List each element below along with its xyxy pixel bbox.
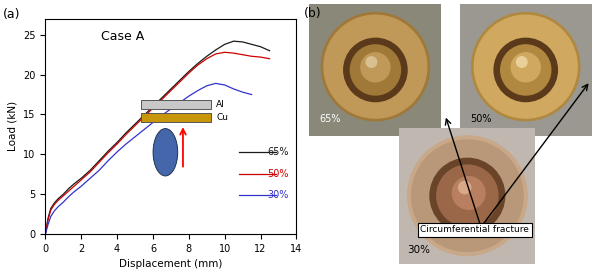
Circle shape xyxy=(361,53,390,82)
Text: 30%: 30% xyxy=(408,246,431,256)
Circle shape xyxy=(474,15,577,118)
Text: (b): (b) xyxy=(304,7,321,20)
FancyBboxPatch shape xyxy=(141,113,211,122)
Text: (a): (a) xyxy=(3,8,21,21)
Ellipse shape xyxy=(153,129,178,176)
Text: Circumferential fracture: Circumferential fracture xyxy=(420,225,529,235)
Text: Cu: Cu xyxy=(216,113,228,122)
X-axis label: Displacement (mm): Displacement (mm) xyxy=(119,259,223,269)
Y-axis label: Load (kN): Load (kN) xyxy=(8,101,18,151)
Text: 30%: 30% xyxy=(267,190,289,200)
Circle shape xyxy=(321,13,430,121)
Circle shape xyxy=(501,45,551,95)
Text: Al: Al xyxy=(216,100,225,109)
Circle shape xyxy=(453,177,485,209)
Text: 65%: 65% xyxy=(319,114,341,124)
Circle shape xyxy=(408,136,527,256)
Circle shape xyxy=(411,140,523,252)
Circle shape xyxy=(472,13,580,121)
Text: Case A: Case A xyxy=(100,30,144,43)
Text: 50%: 50% xyxy=(267,169,289,179)
Circle shape xyxy=(430,158,505,233)
Text: 50%: 50% xyxy=(469,114,491,124)
FancyBboxPatch shape xyxy=(141,100,211,109)
Circle shape xyxy=(366,57,377,67)
Circle shape xyxy=(437,165,498,226)
Circle shape xyxy=(517,57,527,67)
Circle shape xyxy=(324,15,427,118)
Circle shape xyxy=(511,53,540,82)
Circle shape xyxy=(494,38,557,102)
Circle shape xyxy=(459,181,471,194)
Circle shape xyxy=(350,45,401,95)
Circle shape xyxy=(344,38,407,102)
Text: 65%: 65% xyxy=(267,147,289,157)
